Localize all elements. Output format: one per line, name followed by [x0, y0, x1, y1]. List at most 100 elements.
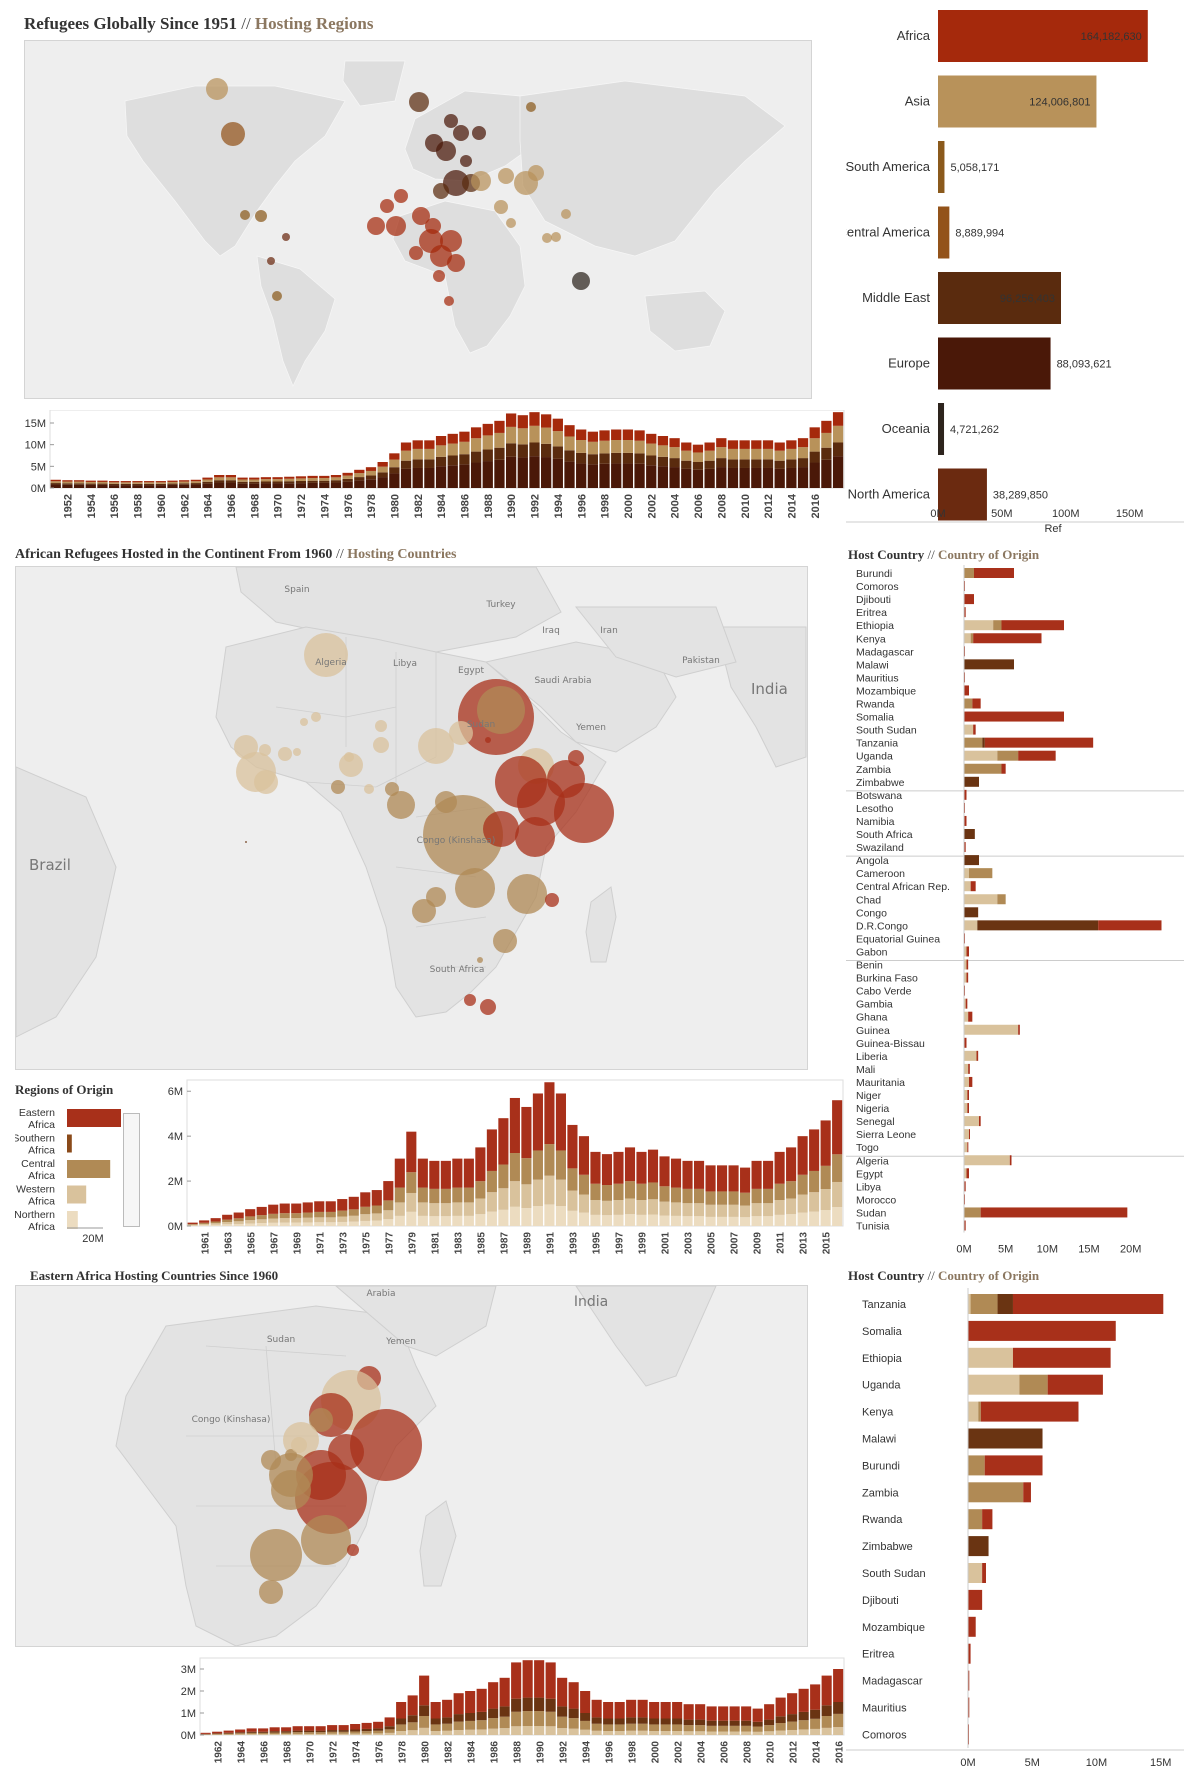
host2-bar-gambia-western — [964, 998, 966, 1009]
africa-timeline-bar-1992-central — [555, 1150, 566, 1180]
africa-timeline-bar-1991-central — [544, 1144, 555, 1176]
global-timeline-bar-1995-europe — [564, 461, 575, 488]
eastern-timeline-bar-1980-eastern — [419, 1675, 430, 1706]
eastern-timeline-bar-1979-central — [407, 1722, 418, 1731]
africa-bubble — [495, 756, 547, 808]
africa-timeline-bar-2015-western — [820, 1189, 831, 1211]
global-timeline-bar-1995-middle_east — [564, 450, 575, 462]
global-timeline-bar-1977-europe — [354, 480, 365, 488]
africa-timeline-bar-2012-northern — [786, 1214, 797, 1226]
global-timeline-bar-1988-middle_east — [482, 449, 493, 462]
eastern-timeline-bar-1976-western — [373, 1733, 384, 1735]
africa-timeline-bar-1987-northern — [498, 1209, 509, 1226]
eastern-timeline-bar-1993-eastern — [568, 1682, 579, 1709]
world-bubble — [447, 254, 465, 272]
africa-timeline-bar-1973-eastern — [337, 1199, 348, 1211]
africa-map-label-saudi-arabia: Saudi Arabia — [534, 676, 591, 686]
world-bubble — [255, 210, 267, 222]
host2-bar-djibouti-eastern — [964, 594, 974, 605]
africa-timeline-xtick-2001: 2001 — [661, 1232, 672, 1255]
host2-label-egypt: Egypt — [856, 1168, 883, 1180]
africa-timeline-bar-2005-eastern — [705, 1165, 716, 1192]
host2-label-sierra-leone: Sierra Leone — [856, 1129, 916, 1141]
eastern-timeline-bar-1988-central — [511, 1711, 522, 1727]
eastern-timeline-bar-1974-western — [350, 1733, 361, 1735]
global-timeline-bar-1962-europe — [179, 484, 190, 488]
africa-timeline-bar-1972-western — [325, 1217, 336, 1223]
host2-bar-swaziland-eastern — [964, 842, 966, 853]
eastern-timeline-bar-1967-central — [269, 1732, 280, 1735]
world-bubble — [514, 171, 538, 195]
africa-map-label-algeria: Algeria — [315, 658, 347, 668]
africa-timeline-bar-1976-western — [371, 1213, 382, 1221]
africa-timeline-bar-2006-northern — [717, 1216, 728, 1226]
africa-timeline-bar-2013-eastern — [797, 1136, 808, 1175]
global-timeline-bar-1984-asia — [435, 445, 447, 457]
africa-map[interactable]: Spain Turkey Algeria Libya Egypt Iraq Iran Paki… — [15, 566, 808, 1070]
eastern-timeline-bar-1965-central — [246, 1732, 257, 1735]
eastern-timeline-xtick-2012: 2012 — [788, 1741, 799, 1764]
global-timeline-bar-1958-asia — [132, 482, 143, 484]
world-map[interactable] — [24, 40, 812, 399]
global-timeline-bar-1977-africa — [354, 469, 365, 474]
land-india — [715, 626, 807, 768]
global-timeline-bar-1967-europe — [237, 483, 248, 488]
origin-bar-central-africa — [67, 1160, 111, 1178]
eastern-timeline-bar-1973-western — [338, 1733, 349, 1735]
global-timeline-xtick-1988: 1988 — [483, 494, 495, 518]
eastern-timeline-bar-2003-eastern — [683, 1704, 694, 1720]
africa-timeline-bar-1984-central — [463, 1187, 474, 1203]
africa-timeline-bar-2004-northern — [693, 1216, 705, 1226]
eastern-timeline-bar-1976-dark — [373, 1728, 384, 1731]
global-timeline-bar-1994-europe — [552, 458, 563, 488]
africa-timeline-xtick-1985: 1985 — [476, 1232, 487, 1255]
east-bubble — [259, 1580, 283, 1604]
africa-timeline-ytick: 2M — [168, 1176, 183, 1188]
eastern-timeline-bar-1971-western — [315, 1733, 326, 1735]
eastern-timeline-bar-2002-western — [672, 1731, 683, 1735]
africa-timeline-bar-1984-northern — [463, 1215, 474, 1226]
africa-timeline-xtick-2011: 2011 — [776, 1232, 787, 1254]
host3-label-burundi: Burundi — [862, 1460, 900, 1472]
africa-map-label-south-africa: South Africa — [430, 965, 485, 975]
africa-timeline-bar-1978-northern — [394, 1215, 405, 1226]
eastern-timeline-xtick-1964: 1964 — [236, 1741, 247, 1764]
global-timeline-xtick-1980: 1980 — [389, 494, 401, 518]
africa-bubble — [293, 748, 301, 756]
host2-bar-uganda-eastern — [1018, 750, 1056, 761]
eastern-timeline-bar-2001-eastern — [660, 1702, 671, 1719]
host2-bar-nigeria-western — [964, 1103, 968, 1114]
eastern-timeline-bar-1977-western — [384, 1732, 395, 1735]
origin-scrollbar[interactable] — [123, 1113, 140, 1227]
eastern-timeline-bar-2004-dark — [695, 1719, 706, 1726]
global-timeline-bar-1982-middle_east — [412, 459, 423, 468]
global-timeline-bar-1985-europe — [447, 465, 458, 488]
eastern-timeline-xtick-1962: 1962 — [213, 1741, 224, 1764]
eastern-timeline-bar-2014-central — [810, 1718, 821, 1729]
africa-timeline-bar-2013-northern — [797, 1212, 808, 1226]
eastern-timeline-bar-1980-western — [419, 1727, 430, 1735]
global-timeline-bar-2001-asia — [634, 440, 645, 454]
host2-bar-kenya-western — [964, 633, 971, 644]
global-timeline-xtick-1956: 1956 — [109, 494, 121, 518]
global-timeline-bar-1978-asia — [365, 470, 377, 476]
global-timeline-bar-1983-asia — [424, 448, 435, 460]
eastern-timeline-bar-2000-western — [649, 1731, 660, 1735]
global-timeline-bar-2015-europe — [797, 467, 809, 488]
global-timeline-bar-1962-africa — [179, 480, 190, 482]
section1-title: Refugees Globally Since 1951 // Hosting … — [24, 14, 374, 33]
host2-label-djibouti: Djibouti — [856, 594, 891, 606]
host2-label-south-sudan: South Sudan — [856, 725, 917, 737]
global-timeline-bar-2003-africa — [657, 436, 669, 446]
global-timeline-bar-1999-africa — [611, 429, 622, 441]
africa-timeline-bar-1988-central — [509, 1153, 520, 1182]
eastern-timeline-bar-2015-central — [821, 1715, 832, 1728]
africa-map-label-india: India — [751, 680, 788, 698]
global-timeline-bar-2006-europe — [692, 469, 704, 488]
host2-bar-congo-dark — [964, 907, 979, 918]
africa-timeline-bar-1987-western — [498, 1188, 509, 1210]
africa-bubble — [423, 795, 503, 875]
host2-label-guinea: Guinea — [856, 1025, 890, 1037]
africa-timeline-bar-2010-central — [763, 1188, 774, 1204]
eastern-africa-map[interactable]: India Arabia Sudan Yemen Congo (Kinshasa) — [15, 1285, 808, 1647]
